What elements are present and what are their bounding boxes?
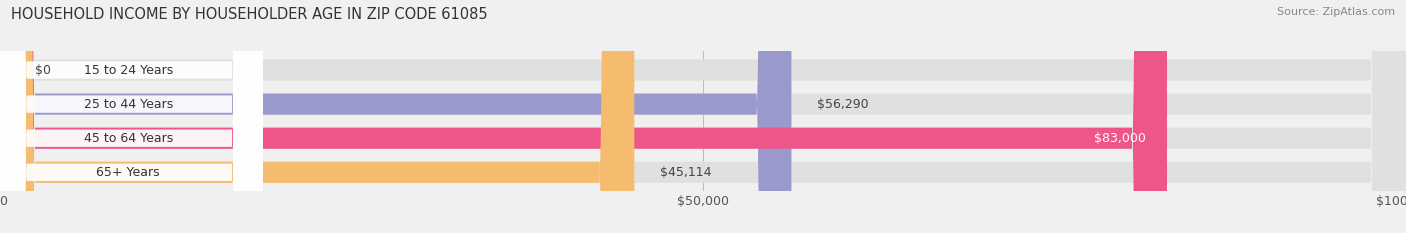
Text: 65+ Years: 65+ Years: [97, 166, 160, 179]
FancyBboxPatch shape: [0, 0, 263, 233]
FancyBboxPatch shape: [0, 0, 634, 233]
FancyBboxPatch shape: [0, 0, 263, 233]
Text: $56,290: $56,290: [817, 98, 869, 111]
FancyBboxPatch shape: [0, 0, 263, 233]
Text: $83,000: $83,000: [1094, 132, 1146, 145]
Text: 45 to 64 Years: 45 to 64 Years: [83, 132, 173, 145]
Text: Source: ZipAtlas.com: Source: ZipAtlas.com: [1277, 7, 1395, 17]
FancyBboxPatch shape: [0, 0, 263, 233]
Text: $0: $0: [35, 64, 51, 76]
FancyBboxPatch shape: [0, 0, 792, 233]
Text: 25 to 44 Years: 25 to 44 Years: [83, 98, 173, 111]
Text: 15 to 24 Years: 15 to 24 Years: [83, 64, 173, 76]
Text: $45,114: $45,114: [659, 166, 711, 179]
Text: HOUSEHOLD INCOME BY HOUSEHOLDER AGE IN ZIP CODE 61085: HOUSEHOLD INCOME BY HOUSEHOLDER AGE IN Z…: [11, 7, 488, 22]
FancyBboxPatch shape: [0, 0, 1167, 233]
